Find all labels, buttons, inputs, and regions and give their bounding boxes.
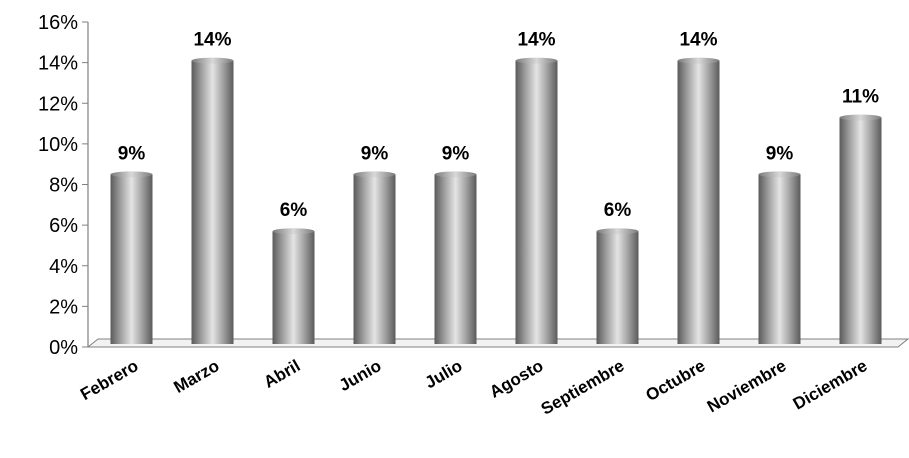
y-tick-label: 8% (49, 175, 78, 197)
bar-data-label: 14% (679, 30, 717, 51)
axes: 0% 2% 4% 6% 8% 10% 12% 14% 16% (38, 12, 909, 359)
y-tick-label: 6% (49, 215, 78, 237)
bar-cap (758, 171, 801, 178)
bar-cap (191, 57, 234, 64)
bar-data-label: 9% (442, 143, 470, 164)
bar (596, 231, 639, 344)
y-tick-label: 14% (38, 53, 78, 75)
bar-cap (677, 57, 720, 64)
x-tick-label: Julio (422, 356, 466, 392)
x-tick-label: Septiembre (538, 356, 628, 419)
bar-data-label: 9% (118, 143, 146, 164)
bar-data-label: 11% (842, 86, 879, 107)
bar-data-label: 14% (517, 30, 555, 51)
bar-cap (515, 57, 558, 64)
bar (434, 174, 477, 344)
bar (839, 117, 882, 344)
bar (110, 174, 153, 344)
y-tick-label: 12% (38, 93, 78, 115)
y-tick-label: 10% (38, 134, 78, 156)
x-tick-label: Marzo (170, 356, 222, 397)
x-tick-label: Febrero (77, 356, 141, 404)
bar-data-label: 9% (766, 143, 794, 164)
bar-cap (839, 114, 882, 121)
y-tick-label: 0% (49, 337, 78, 359)
bar (515, 60, 558, 344)
bar (272, 231, 315, 344)
x-tick-label: Agosto (486, 356, 546, 402)
bar-cap (434, 171, 477, 178)
bar-cap (110, 171, 153, 178)
bars (110, 57, 882, 344)
bar-cap (272, 228, 315, 235)
bar-cap (596, 228, 639, 235)
x-tick-label: Diciembre (790, 356, 871, 414)
bar-data-label: 6% (604, 200, 632, 221)
x-tick-label: Noviembre (704, 356, 790, 416)
bar (677, 60, 720, 344)
bar (758, 174, 801, 344)
bar (353, 174, 396, 344)
bar-data-label: 14% (193, 30, 231, 51)
x-tick-label: Abril (260, 356, 303, 392)
y-tick-label: 4% (49, 256, 78, 278)
y-tick-label: 2% (49, 296, 78, 318)
bar (191, 60, 234, 344)
bar-data-label: 6% (280, 200, 308, 221)
y-tick-label: 16% (38, 12, 78, 34)
bar-cap (353, 171, 396, 178)
x-tick-label: Junio (336, 356, 385, 395)
x-tick-label: Octubre (643, 356, 709, 405)
bar-data-label: 9% (361, 143, 389, 164)
